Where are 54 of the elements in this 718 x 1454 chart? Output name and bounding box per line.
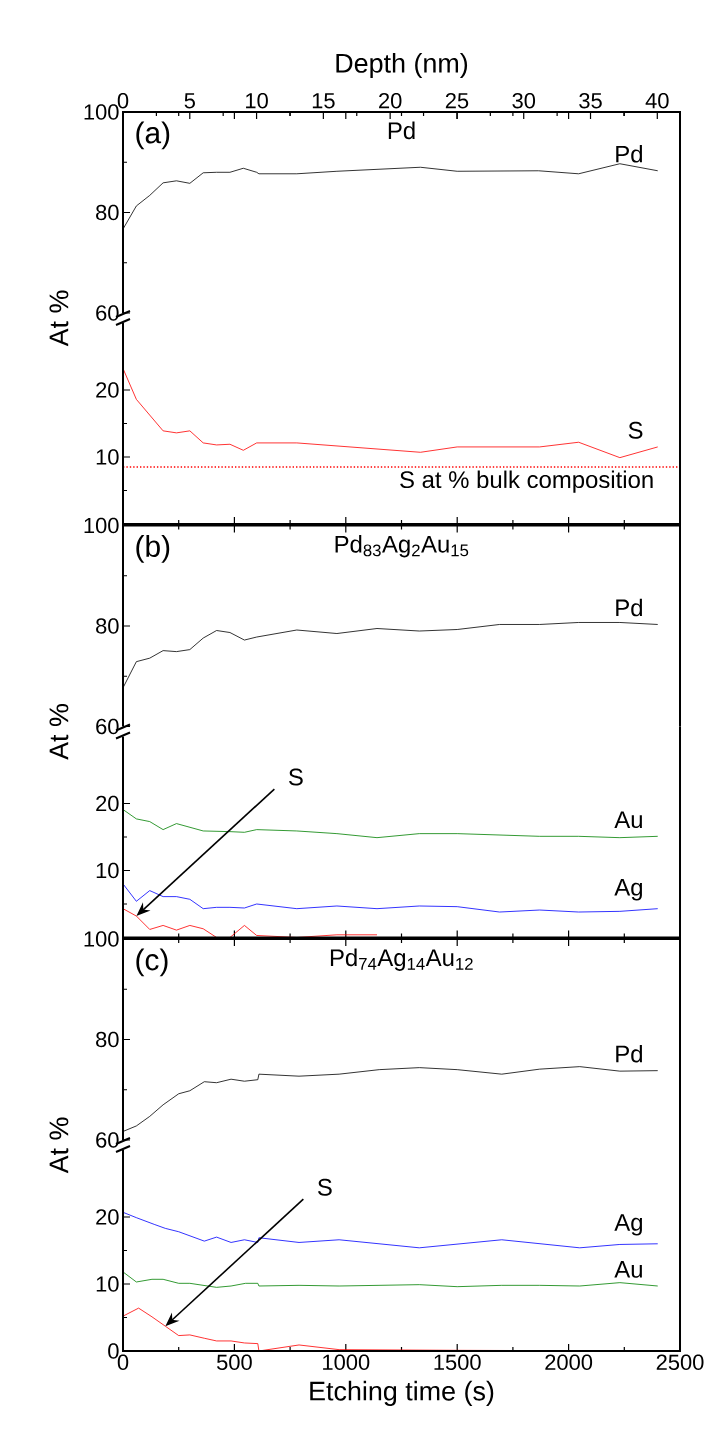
y-tick-label: 60 [96,305,119,321]
y-tick-label: 60 [96,1132,119,1148]
y-tick-label: 20 [96,382,119,398]
y-axis-title: At % [49,1117,69,1174]
x2-tick-label: 25 [445,92,469,109]
annotation: S [288,768,303,786]
chart-title: Pd$_{74}$Ag$_{14}$Au$_{12}$ [330,948,473,971]
annotation: (c) [136,948,168,977]
y-tick-label: 100 [84,104,119,120]
y-tick-label: 10 [96,862,119,879]
x-tick-label: 2000 [545,1354,593,1371]
series-label: S [628,421,643,439]
x2-tick-label: 40 [645,92,669,109]
y-tick-label: 0 [108,1343,119,1359]
y-tick-label: 100 [84,931,119,947]
y-tick-label: 80 [96,204,119,221]
chart-title: Pd [388,121,415,140]
line-series [122,809,659,839]
x-tick-label: 1000 [323,1354,370,1371]
y-tick-label: 80 [96,618,119,634]
series-label: Au [614,811,642,829]
chart-title: Pd$_{83}$Ag$_{2}$Au$_{15}$ [335,535,469,558]
series-label: Ag [614,1214,642,1236]
series-label: Pd [616,145,642,163]
line-series [122,1211,659,1249]
series-label: Pd [616,1044,642,1063]
y-tick-label: 100 [84,517,119,534]
x-tick-label: 1500 [434,1354,481,1371]
y-tick-label: 80 [96,1031,119,1048]
series-label: Au [614,1261,642,1278]
line-series [122,368,659,459]
x2-tick-label: 10 [246,92,268,109]
annotation: (a) [136,121,170,150]
y-tick-label: 10 [96,449,119,465]
x2-tick-label: 30 [512,92,536,109]
x-axis-title: Etching time (s) [310,1380,494,1406]
y-tick-label: 20 [96,1209,119,1225]
series-label: Ag [614,879,642,901]
y-tick-label: 10 [96,1276,119,1292]
x-tick-label: 2500 [656,1354,704,1371]
x2-tick-label: 15 [312,93,335,109]
x2-tick-label: 5 [184,93,195,109]
x2-axis-title: Depth (nm) [336,53,468,79]
annotation: S [317,1178,332,1196]
y-tick-label: 20 [96,795,119,812]
x2-tick-label: 20 [379,92,402,109]
series-label: Pd [616,598,642,617]
y-tick-label: 60 [96,718,119,735]
x-tick-label: 500 [216,1354,252,1371]
x2-tick-label: 35 [579,92,602,109]
y-axis-title: At % [49,704,69,760]
y-axis-title: At % [49,290,69,347]
annotation: (b) [136,535,170,563]
ref-line-label: S at % bulk composition [400,470,653,493]
